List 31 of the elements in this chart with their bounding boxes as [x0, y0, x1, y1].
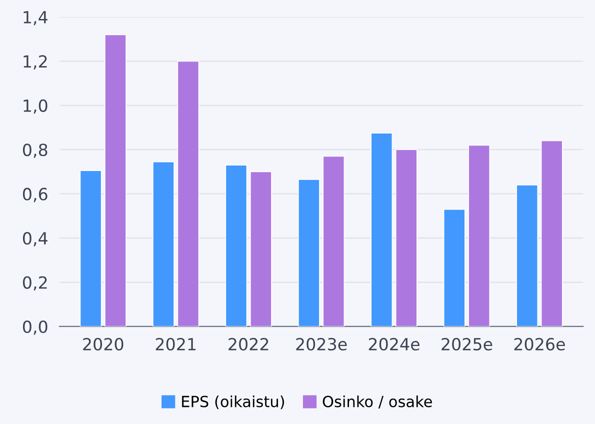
bar: [298, 179, 320, 326]
x-tick-label: 2023e: [296, 338, 347, 350]
y-tick-label: 1,4: [24, 11, 48, 26]
bar: [443, 208, 466, 326]
x-tick-label: 2021: [156, 338, 196, 350]
bar: [468, 144, 490, 326]
x-tick-label: 2025e: [442, 338, 492, 350]
bar: [104, 34, 126, 326]
bar: [370, 132, 393, 326]
x-tick-label: 2020: [83, 338, 124, 350]
y-tick-label: 0,8: [22, 144, 48, 158]
y-tick-label: 0,4: [22, 232, 48, 246]
bar: [395, 149, 418, 326]
bar: [516, 184, 538, 326]
bar: [177, 60, 200, 326]
bar: [152, 161, 174, 326]
y-tick-label: 0,6: [22, 188, 48, 202]
x-tick-label: 2022: [228, 338, 268, 350]
bar: [225, 164, 248, 326]
bar: [80, 170, 102, 326]
legend-label: EPS (oikaistu): [182, 395, 284, 410]
x-tick-label: 2024e: [368, 338, 420, 350]
legend-label: Osinko / osake: [322, 395, 432, 408]
x-tick-label: 2026e: [514, 338, 565, 350]
bar: [322, 156, 345, 326]
y-tick-label: 1,2: [24, 55, 47, 70]
y-tick-label: 1,0: [24, 99, 48, 114]
bar: [250, 171, 272, 326]
bar: [540, 140, 563, 326]
y-tick-label: 0,2: [22, 276, 47, 291]
y-tick-label: 0,0: [22, 320, 48, 335]
